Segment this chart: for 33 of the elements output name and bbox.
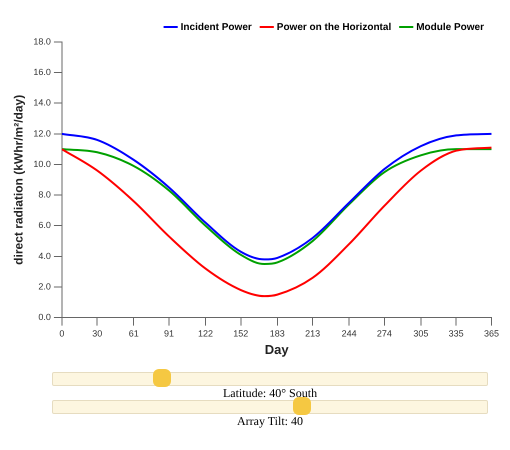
y-tick-label: 12.0	[33, 128, 51, 138]
y-tick-label: 14.0	[33, 98, 51, 108]
y-axis-title: direct radiation (kWhr/m²/day)	[12, 94, 26, 265]
y-tick-label: 6.0	[38, 220, 51, 230]
x-tick-label: 61	[128, 328, 139, 338]
text: Latitude: 40° South	[222, 386, 318, 400]
y-tick-label: 0.0	[38, 312, 51, 322]
line-series	[62, 132, 492, 260]
legend-label: Module Power	[416, 22, 484, 33]
y-tick-label: 2.0	[38, 281, 51, 292]
legend-label: Power on the Horizontal	[276, 22, 392, 33]
y-tick-label: 4.0	[38, 250, 51, 261]
x-tick-label: 152	[233, 328, 248, 338]
x-tick-label: 274	[376, 328, 392, 338]
line-series	[62, 146, 492, 298]
x-tick-label: 122	[198, 328, 214, 338]
x-tick-label: 0	[59, 328, 64, 338]
line-series	[62, 148, 492, 266]
x-axis-title: Day	[264, 342, 290, 357]
x-tick-label: 335	[448, 328, 464, 338]
x-tick-label: 213	[305, 328, 320, 338]
x-tick-label: 244	[342, 328, 357, 338]
y-tick-label: 10.0	[33, 158, 51, 169]
y-tick-label: 8.0	[38, 190, 51, 200]
legend-label: Incident Power	[180, 22, 252, 33]
x-tick-label: 305	[413, 328, 428, 338]
x-tick-label: 30	[92, 328, 102, 338]
y-tick-label: 18.0	[33, 36, 51, 46]
x-tick-label: 91	[164, 328, 174, 338]
y-tick-label: 16.0	[33, 67, 51, 78]
x-tick-label: 365	[484, 328, 500, 338]
x-tick-label: 183	[270, 328, 285, 338]
text: Array Tilt: 40	[236, 414, 304, 428]
